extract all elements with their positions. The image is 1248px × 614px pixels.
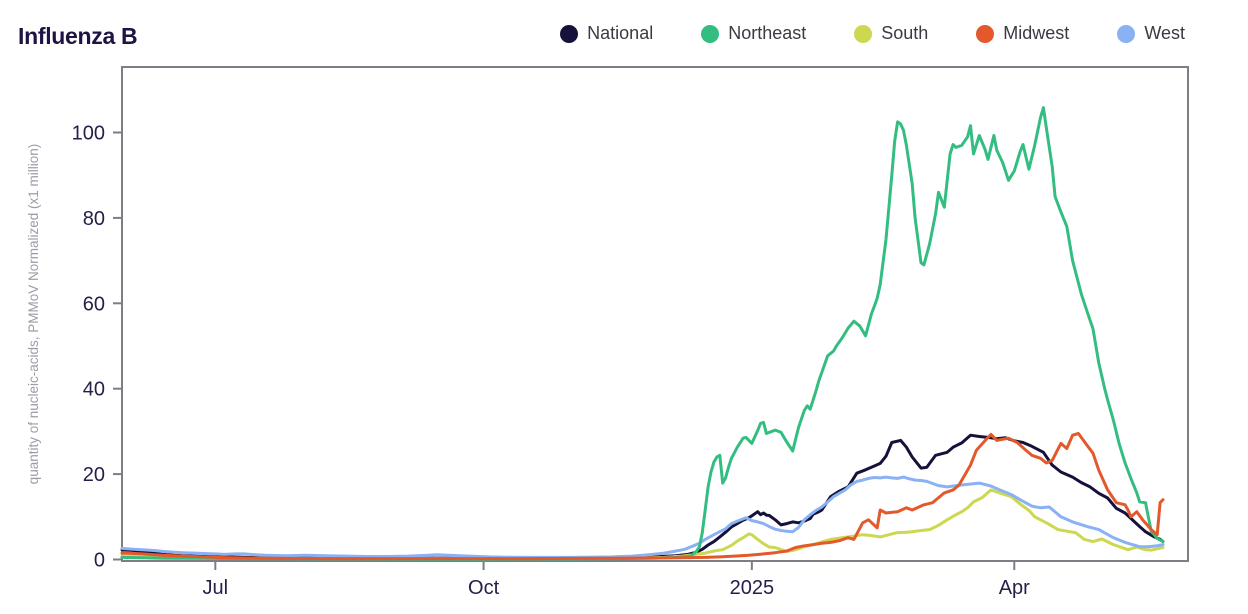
legend-item-west[interactable]: West bbox=[1117, 23, 1185, 44]
legend: National Northeast South Midwest West bbox=[560, 23, 1185, 44]
y-axis-ticks: 0 20 40 60 80 100 bbox=[72, 123, 122, 572]
x-tick-label: Oct bbox=[468, 577, 500, 599]
x-tick-label: Apr bbox=[999, 577, 1030, 599]
y-tick-label: 100 bbox=[72, 123, 105, 145]
x-tick-label: 2025 bbox=[730, 577, 775, 599]
y-tick-label: 0 bbox=[94, 550, 105, 572]
midwest-dot-icon bbox=[976, 24, 995, 43]
legend-item-northeast[interactable]: Northeast bbox=[701, 23, 806, 44]
series-lines bbox=[120, 106, 1165, 561]
series-line-midwest bbox=[120, 432, 1165, 561]
series-line-west bbox=[120, 475, 1165, 559]
y-tick-label: 60 bbox=[83, 293, 105, 315]
x-axis-ticks: Jul Oct 2025 Apr bbox=[203, 561, 1030, 599]
legend-item-south[interactable]: South bbox=[854, 23, 928, 44]
legend-item-midwest[interactable]: Midwest bbox=[976, 23, 1069, 44]
y-tick-label: 80 bbox=[83, 208, 105, 230]
y-tick-label: 40 bbox=[83, 379, 105, 401]
y-axis-title: quantity of nucleic-acids, PMMoV Normali… bbox=[26, 144, 41, 485]
legend-label: South bbox=[881, 23, 929, 43]
y-tick-label: 20 bbox=[83, 464, 105, 486]
page-title: Influenza B bbox=[18, 23, 138, 50]
legend-label: National bbox=[587, 23, 654, 43]
legend-item-national[interactable]: National bbox=[560, 23, 653, 44]
northeast-dot-icon bbox=[701, 24, 720, 43]
legend-label: Midwest bbox=[1003, 23, 1070, 43]
national-dot-icon bbox=[560, 24, 579, 43]
series-line-northeast bbox=[120, 106, 1165, 561]
x-tick-label: Jul bbox=[203, 577, 229, 599]
legend-label: Northeast bbox=[728, 23, 807, 43]
south-dot-icon bbox=[854, 24, 873, 43]
legend-label: West bbox=[1144, 23, 1185, 43]
series-line-south bbox=[120, 488, 1165, 561]
plot-frame[interactable] bbox=[121, 66, 1189, 562]
west-dot-icon bbox=[1117, 24, 1136, 43]
